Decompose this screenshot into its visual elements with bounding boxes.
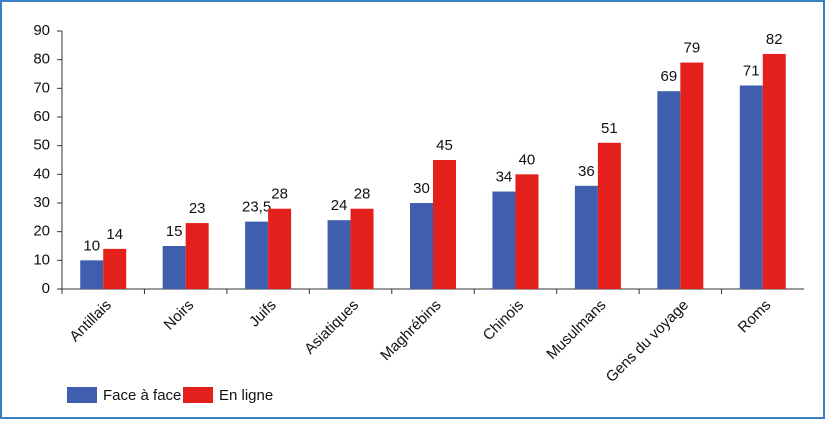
- y-tick-label: 0: [42, 280, 50, 297]
- data-label: 79: [683, 40, 700, 57]
- data-label: 51: [601, 120, 618, 137]
- data-label: 36: [578, 163, 595, 180]
- data-label: 24: [331, 197, 348, 214]
- bar: [515, 174, 539, 289]
- data-label: 40: [519, 151, 536, 168]
- legend-swatch: [183, 387, 213, 403]
- data-label: 23: [189, 200, 206, 217]
- data-label: 30: [413, 180, 430, 197]
- bar: [103, 248, 127, 289]
- y-tick-label: 30: [33, 194, 50, 211]
- data-label: 14: [106, 226, 123, 243]
- y-tick-label: 10: [33, 251, 50, 268]
- bar: [762, 53, 786, 289]
- bar: [492, 191, 516, 289]
- bar: [597, 142, 621, 289]
- bar: [657, 91, 681, 289]
- bar: [327, 220, 351, 289]
- data-label: 23,5: [242, 199, 271, 216]
- bar: [680, 62, 704, 290]
- y-tick-label: 90: [33, 22, 50, 39]
- data-label: 45: [436, 137, 453, 154]
- legend-label: Face à face: [103, 387, 181, 404]
- y-tick-label: 20: [33, 223, 50, 240]
- data-label: 10: [83, 237, 100, 254]
- data-label: 15: [166, 223, 183, 240]
- data-label: 82: [766, 31, 783, 48]
- data-label: 28: [271, 186, 288, 203]
- y-tick-label: 80: [33, 51, 50, 68]
- legend-swatch: [67, 387, 97, 403]
- bar: [574, 185, 598, 289]
- data-label: 71: [743, 62, 760, 79]
- bar: [433, 160, 456, 289]
- legend-label: En ligne: [219, 387, 273, 404]
- data-label: 34: [496, 169, 513, 186]
- bar: [245, 221, 269, 289]
- data-label: 69: [660, 68, 677, 85]
- y-tick-label: 50: [33, 137, 50, 154]
- data-label: 28: [354, 186, 371, 203]
- y-tick-label: 60: [33, 108, 50, 125]
- bar: [350, 208, 374, 289]
- bar: [185, 223, 209, 289]
- y-tick-label: 70: [33, 79, 50, 96]
- bar: [80, 260, 104, 289]
- y-tick-label: 40: [33, 165, 50, 182]
- bar: [268, 208, 292, 289]
- bar: [162, 246, 186, 289]
- bar: [739, 85, 763, 289]
- bar: [410, 203, 433, 289]
